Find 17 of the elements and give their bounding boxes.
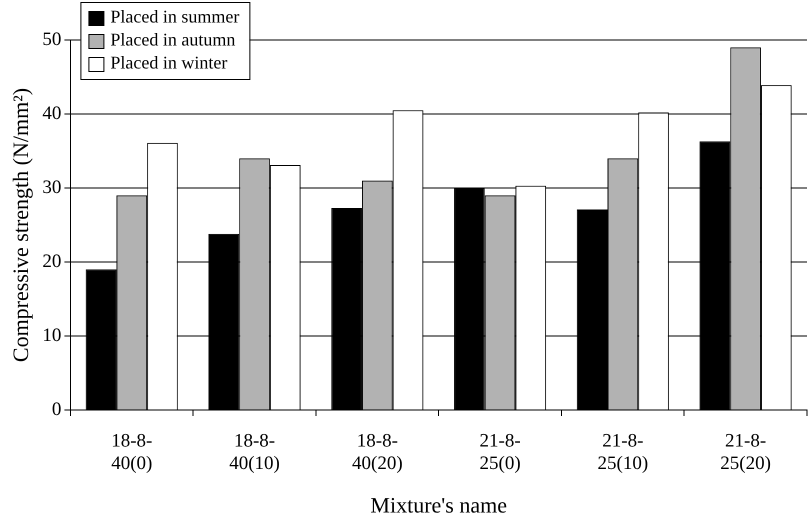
x-tick-label: 21-8-25(0) bbox=[480, 430, 521, 474]
x-tick-label: 18-8-40(0) bbox=[111, 430, 152, 474]
y-tick-label: 50 bbox=[42, 28, 62, 50]
x-tick-label: 18-8-40(20) bbox=[352, 430, 403, 474]
y-tick-label: 30 bbox=[42, 176, 62, 198]
y-tick-label: 0 bbox=[52, 398, 62, 420]
y-tick-label: 20 bbox=[42, 250, 62, 272]
y-axis-title: Compressive strength (N/mm²) bbox=[8, 88, 33, 362]
legend-label: Placed in autumn bbox=[110, 30, 236, 50]
y-tick-label: 40 bbox=[42, 102, 62, 124]
y-tick-label: 10 bbox=[42, 324, 62, 346]
legend-label: Placed in summer bbox=[110, 6, 240, 27]
x-tick-label: 21-8-25(10) bbox=[598, 430, 648, 474]
legend-label: Placed in winter bbox=[110, 52, 228, 73]
x-axis-title: Mixture's name bbox=[370, 492, 507, 518]
x-tick-label: 21-8-25(20) bbox=[720, 430, 771, 474]
x-tick-label: 18-8-40(10) bbox=[229, 430, 280, 474]
